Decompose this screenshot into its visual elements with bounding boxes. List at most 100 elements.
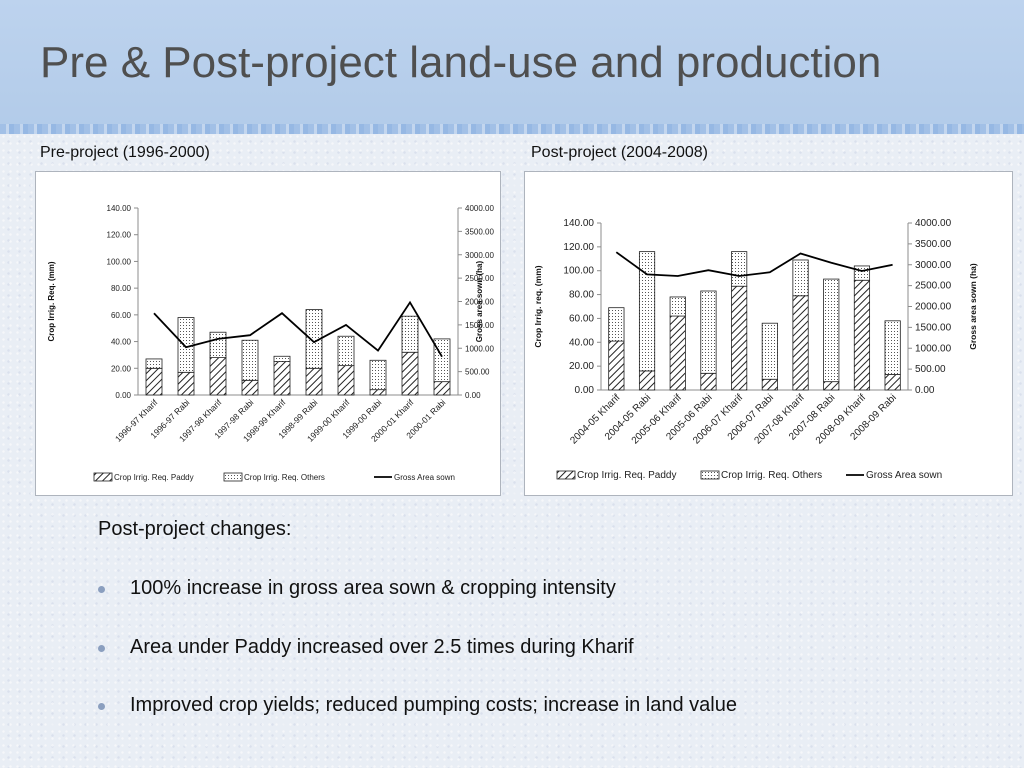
header-band — [0, 0, 1024, 134]
bar-paddy — [669, 315, 686, 391]
legend-label: Crop Irrig. Req. Paddy — [577, 470, 677, 481]
legend-label: Crop Irrig. Req. Others — [721, 470, 822, 481]
y2-tick-label: 2500.00 — [915, 281, 952, 292]
bar-paddy — [433, 381, 451, 396]
y-tick-label: 60.00 — [111, 311, 132, 320]
bar-paddy — [305, 367, 323, 396]
y2-tick-label: 1000.00 — [915, 343, 952, 354]
bullet-dot-icon — [98, 703, 105, 710]
y-tick-label: 60.00 — [569, 313, 594, 324]
bar-others — [305, 309, 323, 369]
bullet-text: 100% increase in gross area sown & cropp… — [130, 577, 616, 599]
bar-others — [337, 335, 355, 367]
bar-paddy — [853, 279, 871, 391]
y-tick-label: 0.00 — [575, 385, 595, 396]
bar-others — [761, 322, 778, 380]
bar-paddy — [884, 374, 901, 391]
bar-others — [433, 338, 451, 383]
bar-paddy — [209, 357, 227, 396]
y-tick-label: 20.00 — [111, 364, 132, 373]
legend-swatch-paddy — [93, 472, 113, 482]
y2-tick-label: 3000.00 — [915, 260, 952, 271]
y-tick-label: 40.00 — [111, 338, 132, 347]
gross-area-line — [153, 300, 443, 358]
pre-project-chart-svg: 0.00 20.00 40.00 60.00 80.00 100.00 120.00 140.… — [47, 204, 494, 482]
y-tick-label: 0.00 — [115, 391, 131, 400]
bar-others — [853, 265, 871, 281]
legend-label: Gross Area sown — [394, 473, 455, 482]
legend-swatch-others — [223, 472, 243, 482]
bar-paddy — [792, 295, 809, 391]
bar-others — [638, 251, 656, 372]
post-project-chart-svg: 0.00 20.00 40.00 60.00 80.00 100.00 120.00 140.… — [533, 218, 978, 481]
notes-heading: Post-project changes: — [98, 518, 292, 540]
y2-tick-label: 0.00 — [465, 391, 481, 400]
page-title: Pre & Post-project land-use and producti… — [40, 38, 882, 87]
bar-paddy — [401, 351, 419, 396]
bullet-text: Area under Paddy increased over 2.5 time… — [130, 636, 634, 658]
bar-paddy — [731, 285, 748, 391]
bar-others — [731, 251, 748, 287]
y2-tick-label: 1500.00 — [465, 321, 494, 330]
bar-others — [241, 339, 259, 381]
bar-others — [823, 278, 840, 383]
legend-label: Crop Irrig. Req. Others — [244, 473, 325, 482]
y2-tick-label: 1500.00 — [915, 322, 952, 333]
bar-paddy — [337, 365, 355, 396]
bar-paddy — [608, 340, 625, 391]
gross-area-line — [615, 251, 893, 277]
bar-others — [273, 355, 291, 363]
y2-tick-label: 2000.00 — [915, 302, 952, 313]
y2-tick-label: 4000.00 — [915, 218, 952, 229]
bar-paddy — [700, 372, 717, 391]
bar-others — [369, 359, 387, 391]
y-tick-label: 120.00 — [563, 242, 594, 253]
bar-others — [608, 307, 625, 342]
bar-paddy — [145, 367, 163, 396]
y2-tick-label: 1000.00 — [465, 344, 494, 353]
legend-swatch-paddy — [556, 470, 576, 480]
bar-others — [669, 296, 686, 317]
y2-tick-label: 2000.00 — [465, 298, 494, 307]
y2-tick-label: 2500.00 — [465, 274, 494, 283]
post-project-caption: Post-project (2004-2008) — [531, 144, 708, 161]
y-tick-label: 100.00 — [107, 257, 132, 266]
y2-tick-label: 500.00 — [465, 368, 490, 377]
bar-paddy — [369, 389, 387, 396]
y2-axis-title: Gross area sown (ha) — [475, 260, 484, 342]
bullet-dot-icon — [98, 645, 105, 652]
pre-project-chart: 0.00 20.00 40.00 60.00 80.00 100.00 120.00 140.… — [35, 171, 501, 496]
bar-others — [792, 259, 809, 297]
bar-paddy — [241, 379, 259, 396]
y-tick-label: 100.00 — [563, 266, 594, 277]
bar-others — [209, 331, 227, 359]
y2-tick-label: 4000.00 — [465, 204, 494, 213]
bar-paddy — [273, 361, 291, 396]
bar-paddy — [761, 378, 778, 391]
bar-others — [700, 290, 717, 374]
bar-paddy — [823, 381, 840, 391]
legend-swatch-others — [700, 470, 720, 480]
y-tick-label: 140.00 — [563, 218, 594, 229]
legend-label: Gross Area sown — [866, 470, 942, 481]
y-tick-label: 120.00 — [107, 231, 132, 240]
y-tick-label: 20.00 — [569, 361, 594, 372]
y-axis-title: Crop Irrig. req. (mm) — [533, 265, 543, 347]
y2-tick-label: 3000.00 — [465, 251, 494, 260]
bar-others — [884, 320, 901, 375]
post-project-chart: 0.00 20.00 40.00 60.00 80.00 100.00 120.00 140.… — [524, 171, 1013, 496]
pre-project-caption: Pre-project (1996-2000) — [40, 144, 210, 161]
legend-label: Crop Irrig. Req. Paddy — [114, 473, 194, 482]
y2-axis-title: Gross area sown (ha) — [968, 263, 978, 350]
y-tick-label: 40.00 — [569, 337, 594, 348]
bar-paddy — [638, 370, 656, 391]
y2-tick-label: 3500.00 — [915, 239, 952, 250]
y2-tick-label: 0.00 — [915, 385, 935, 396]
bar-others — [401, 315, 419, 353]
bullet-text: Improved crop yields; reduced pumping co… — [130, 694, 737, 716]
y-tick-label: 80.00 — [111, 284, 132, 293]
y-tick-label: 140.00 — [107, 204, 132, 213]
bullet-dot-icon — [98, 586, 105, 593]
y-axis-title: Crop Irrig. Req. (mm) — [47, 261, 56, 341]
y2-tick-label: 3500.00 — [465, 227, 494, 236]
